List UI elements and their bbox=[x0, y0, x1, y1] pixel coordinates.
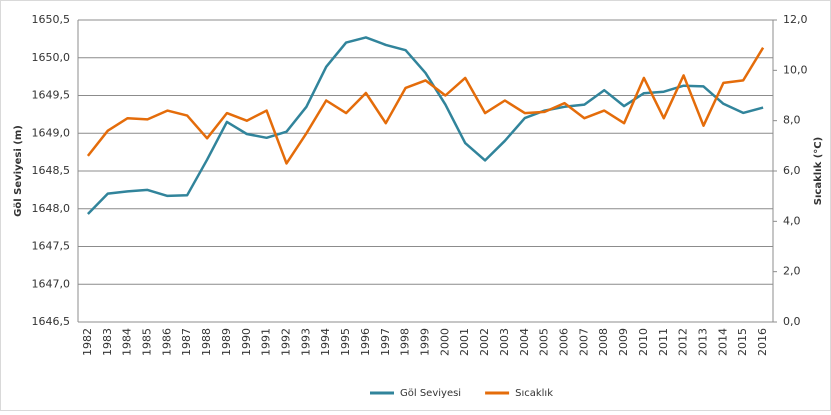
x-tick-label: 1994 bbox=[319, 328, 332, 356]
x-tick-label: 1995 bbox=[339, 328, 352, 356]
x-tick-label: 1997 bbox=[379, 328, 392, 356]
x-tick-label: 1987 bbox=[180, 328, 193, 356]
x-tick-label: 2002 bbox=[478, 328, 491, 356]
y-tick-label: 1647,0 bbox=[32, 277, 71, 290]
x-tick-label: 1986 bbox=[160, 328, 173, 356]
x-tick-label: 1984 bbox=[121, 328, 134, 356]
x-tick-label: 1988 bbox=[200, 328, 213, 356]
x-tick-label: 2005 bbox=[538, 328, 551, 356]
x-tick-label: 1983 bbox=[101, 328, 114, 356]
x-tick-label: 2016 bbox=[756, 328, 769, 356]
x-tick-label: 1993 bbox=[299, 328, 312, 356]
y2-tick-label: 0,0 bbox=[783, 315, 801, 328]
x-tick-label: 1985 bbox=[141, 328, 154, 356]
y-tick-label: 1648,0 bbox=[32, 202, 71, 215]
y2-tick-label: 8,0 bbox=[783, 114, 801, 127]
y2-tick-label: 4,0 bbox=[783, 214, 801, 227]
x-tick-label: 2014 bbox=[716, 328, 729, 356]
x-tick-label: 1998 bbox=[399, 328, 412, 356]
x-tick-label: 2011 bbox=[657, 328, 670, 356]
x-tick-label: 2001 bbox=[458, 328, 471, 356]
y2-tick-label: 10,0 bbox=[783, 63, 808, 76]
x-tick-label: 2015 bbox=[736, 328, 749, 356]
y-tick-label: 1650,5 bbox=[32, 13, 71, 26]
y-tick-label: 1646,5 bbox=[32, 315, 71, 328]
x-tick-label: 2006 bbox=[558, 328, 571, 356]
x-tick-label: 2008 bbox=[597, 328, 610, 356]
x-tick-label: 1999 bbox=[419, 328, 432, 356]
y-tick-label: 1648,5 bbox=[32, 164, 71, 177]
x-tick-label: 2013 bbox=[697, 328, 710, 356]
x-tick-label: 1990 bbox=[240, 328, 253, 356]
legend-label: Sıcaklık bbox=[515, 388, 553, 399]
x-tick-label: 1991 bbox=[260, 328, 273, 356]
x-tick-label: 1992 bbox=[280, 328, 293, 356]
y2-tick-label: 12,0 bbox=[783, 13, 808, 26]
y-tick-label: 1650,0 bbox=[32, 51, 71, 64]
series-line bbox=[86, 47, 765, 165]
x-tick-label: 2009 bbox=[617, 328, 630, 356]
x-tick-label: 1982 bbox=[81, 328, 94, 356]
x-tick-label: 2000 bbox=[438, 328, 451, 356]
y2-tick-label: 6,0 bbox=[783, 164, 801, 177]
x-tick-label: 2010 bbox=[637, 328, 650, 356]
y2-axis-title: Sıcaklık (°C) bbox=[813, 137, 824, 205]
y-tick-label: 1649,0 bbox=[32, 126, 71, 139]
y-axis-title: Göl Seviyesi (m) bbox=[13, 125, 24, 217]
y2-tick-label: 2,0 bbox=[783, 265, 801, 278]
x-tick-label: 2007 bbox=[577, 328, 590, 356]
x-tick-label: 2004 bbox=[518, 328, 531, 356]
y-tick-label: 1649,5 bbox=[32, 89, 71, 102]
x-tick-label: 1996 bbox=[359, 328, 372, 356]
legend-label: Göl Seviyesi bbox=[400, 388, 461, 399]
x-tick-label: 1989 bbox=[220, 328, 233, 356]
y-tick-label: 1647,5 bbox=[32, 240, 71, 253]
x-tick-label: 2003 bbox=[498, 328, 511, 356]
x-tick-label: 2012 bbox=[677, 328, 690, 356]
